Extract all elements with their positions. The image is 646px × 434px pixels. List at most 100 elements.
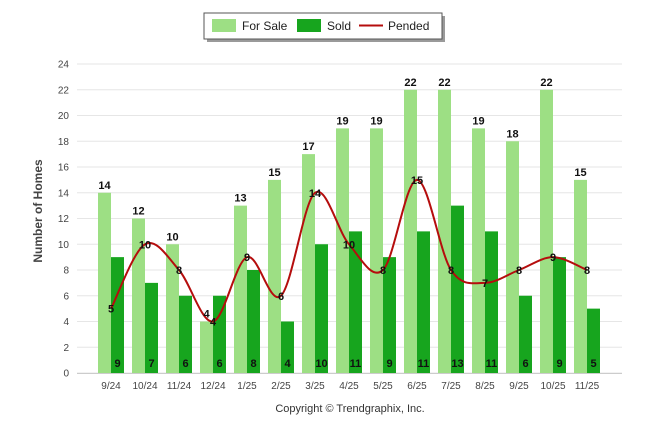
label-for-sale: 4	[203, 309, 210, 321]
x-tick-label: 11/24	[167, 381, 192, 392]
bar-for-sale	[268, 179, 281, 373]
label-for-sale: 22	[404, 77, 416, 89]
pended-line-group	[110, 178, 588, 323]
bar-for-sale	[438, 89, 451, 373]
bar-sold	[213, 295, 226, 373]
label-for-sale: 22	[540, 77, 552, 89]
label-sold: 9	[386, 358, 392, 370]
y-tick-label: 12	[58, 214, 70, 225]
x-tick-label: 1/25	[237, 381, 257, 392]
bar-for-sale	[370, 128, 383, 373]
label-pended: 8	[176, 265, 182, 277]
label-sold: 7	[148, 358, 154, 370]
label-sold: 5	[590, 358, 596, 370]
data-labels: 14 9 5 12 7 10 10 6 8 4 6 4 13 8 9 15 4 6 17 10 14 19 11 10 19 9 8…	[98, 77, 596, 370]
legend-box	[203, 12, 443, 40]
bar-sold	[485, 231, 498, 373]
bar-for-sale	[336, 128, 349, 373]
x-tick-label: 10/24	[132, 381, 157, 392]
label-for-sale: 15	[574, 167, 586, 179]
label-pended: 8	[584, 265, 590, 277]
label-sold: 13	[451, 358, 463, 370]
x-tick-label: 2/25	[271, 381, 291, 392]
label-pended: 15	[411, 175, 423, 187]
x-tick-labels: 9/24 10/24 11/24 12/24 1/25 2/25 3/25 4/25 5/25 6…	[101, 381, 599, 392]
label-pended: 8	[448, 265, 454, 277]
label-pended: 9	[244, 252, 250, 264]
label-for-sale: 22	[438, 77, 450, 89]
x-tick-label: 7/25	[441, 381, 461, 392]
label-pended: 10	[343, 239, 355, 251]
label-sold: 6	[522, 358, 528, 370]
label-for-sale: 17	[302, 141, 314, 153]
bar-sold	[349, 231, 362, 373]
label-for-sale: 15	[268, 167, 280, 179]
copyright-text: Copyright © Trendgraphix, Inc.	[275, 403, 424, 415]
label-sold: 6	[216, 358, 222, 370]
x-tick-label: 8/25	[475, 381, 495, 392]
label-sold: 11	[418, 358, 430, 370]
label-for-sale: 14	[98, 180, 111, 192]
bar-sold	[587, 308, 600, 373]
bar-sold	[247, 270, 260, 373]
label-for-sale: 19	[472, 115, 484, 127]
y-tick-label: 24	[58, 60, 70, 71]
bar-for-sale	[302, 154, 315, 373]
bar-for-sale	[200, 321, 213, 373]
x-tick-label: 5/25	[373, 381, 393, 392]
bar-sold	[451, 205, 464, 373]
y-tick-label: 8	[63, 266, 69, 277]
y-tick-label: 4	[63, 317, 69, 328]
x-tick-label: 9/24	[101, 381, 121, 392]
bar-sold	[145, 282, 158, 373]
label-pended: 6	[278, 291, 284, 303]
x-tick-label: 10/25	[540, 381, 565, 392]
bar-for-sale	[574, 179, 587, 373]
x-tick-label: 4/25	[339, 381, 359, 392]
bar-sold	[383, 257, 396, 373]
legend-swatch-for-sale	[212, 19, 236, 32]
label-sold: 10	[315, 358, 327, 370]
label-pended: 8	[516, 265, 522, 277]
label-for-sale: 10	[166, 231, 178, 243]
bar-sold	[553, 257, 566, 373]
bar-for-sale	[506, 141, 519, 373]
legend-label-sold: Sold	[327, 19, 351, 33]
x-tick-label: 6/25	[407, 381, 427, 392]
bar-for-sale	[98, 192, 111, 373]
label-pended: 9	[550, 252, 556, 264]
y-tick-label: 22	[58, 85, 70, 96]
y-tick-label: 10	[58, 240, 70, 251]
bar-sold	[417, 231, 430, 373]
y-tick-label: 0	[63, 369, 69, 380]
bar-sold	[315, 244, 328, 373]
label-for-sale: 12	[132, 206, 144, 218]
label-pended: 8	[380, 265, 386, 277]
bar-for-sale	[234, 205, 247, 373]
x-tick-label: 12/24	[200, 381, 225, 392]
bar-sold	[281, 321, 294, 373]
bars	[98, 89, 600, 373]
bar-sold	[519, 295, 532, 373]
legend-swatch-sold	[297, 19, 321, 32]
y-tick-label: 18	[58, 137, 70, 148]
label-for-sale: 13	[234, 193, 246, 205]
y-tick-label: 6	[63, 291, 69, 302]
bar-for-sale	[472, 128, 485, 373]
label-sold: 6	[182, 358, 188, 370]
label-pended: 7	[482, 278, 488, 290]
bar-for-sale	[404, 89, 417, 373]
label-pended: 10	[139, 239, 151, 251]
label-sold: 11	[486, 358, 498, 370]
bar-sold	[179, 295, 192, 373]
label-sold: 8	[250, 358, 256, 370]
x-tick-label: 3/25	[305, 381, 325, 392]
label-sold: 11	[350, 358, 362, 370]
x-tick-label: 11/25	[575, 381, 600, 392]
label-pended: 4	[210, 317, 217, 329]
label-sold: 9	[114, 358, 120, 370]
bar-for-sale	[540, 89, 553, 373]
pended-line	[110, 178, 588, 323]
